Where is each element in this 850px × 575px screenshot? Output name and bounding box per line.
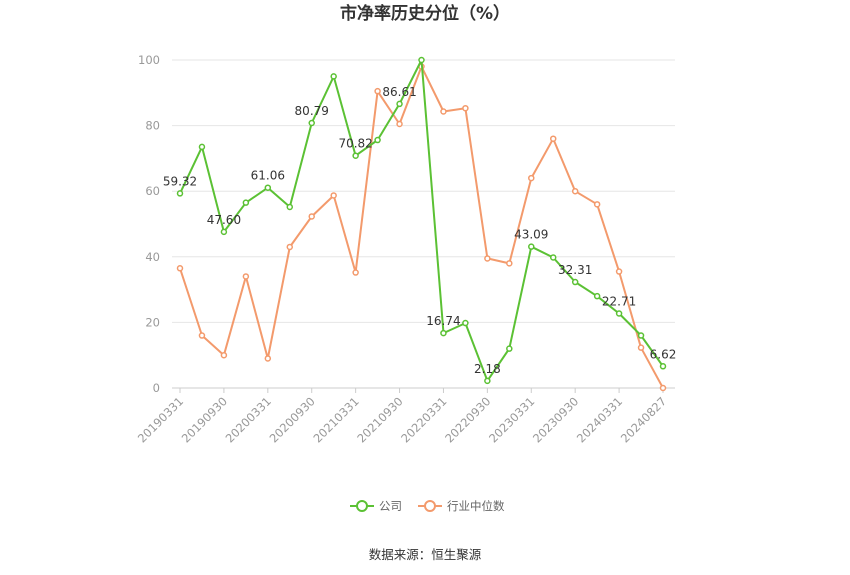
- data-label: 70.82: [338, 137, 372, 151]
- data-point[interactable]: [374, 87, 381, 95]
- data-point[interactable]: [220, 351, 228, 359]
- data-point[interactable]: [549, 254, 557, 261]
- data-point[interactable]: [352, 152, 359, 159]
- data-point[interactable]: [506, 260, 513, 267]
- data-point[interactable]: [659, 384, 667, 392]
- y-tick-label: 20: [145, 315, 160, 329]
- data-point[interactable]: [198, 143, 206, 151]
- source-note: 数据来源：恒生聚源: [369, 547, 482, 562]
- legend-marker: [424, 500, 436, 512]
- series-layer: [176, 56, 667, 392]
- data-point[interactable]: [286, 243, 294, 251]
- data-point[interactable]: [637, 332, 645, 339]
- x-tick-label: 20220930: [442, 394, 493, 445]
- x-tick-label: 20240827: [618, 394, 669, 445]
- data-point[interactable]: [440, 329, 447, 337]
- data-point[interactable]: [396, 120, 403, 128]
- data-point[interactable]: [220, 228, 228, 236]
- x-tick-label: 20210930: [354, 394, 405, 445]
- x-tick-label: 20200331: [223, 394, 274, 445]
- data-point[interactable]: [264, 355, 272, 362]
- x-tick-label: 20200930: [267, 394, 318, 445]
- legend-item-1[interactable]: 行业中位数: [418, 499, 505, 513]
- legend-marker: [356, 500, 368, 512]
- y-tick-label: 40: [145, 250, 160, 264]
- data-label: 80.79: [295, 104, 329, 118]
- y-tick-label: 100: [138, 53, 160, 67]
- x-tick-label: 20190331: [135, 394, 186, 445]
- data-point[interactable]: [484, 377, 491, 385]
- data-point[interactable]: [571, 278, 579, 286]
- data-point[interactable]: [330, 73, 337, 80]
- data-point[interactable]: [242, 199, 250, 206]
- legend-label: 公司: [379, 499, 402, 513]
- data-point[interactable]: [198, 332, 206, 339]
- x-tick-label: 20220331: [398, 394, 449, 445]
- y-tick-label: 60: [145, 184, 160, 198]
- data-label: 32.31: [558, 263, 592, 277]
- series-line-0: [179, 59, 664, 382]
- x-tick-label: 20190930: [179, 394, 230, 445]
- data-label: 47.60: [207, 213, 241, 227]
- data-point[interactable]: [571, 187, 579, 195]
- legend[interactable]: 公司 行业中位数: [350, 499, 505, 513]
- data-point[interactable]: [462, 319, 469, 327]
- y-tick-label: 0: [153, 381, 160, 395]
- data-point[interactable]: [242, 273, 250, 280]
- data-point[interactable]: [528, 174, 535, 182]
- x-tick-label: 20210331: [310, 394, 361, 445]
- data-point[interactable]: [286, 203, 294, 211]
- legend-item-0[interactable]: 公司: [350, 499, 402, 513]
- data-label: 6.62: [650, 347, 677, 361]
- data-point[interactable]: [352, 269, 359, 276]
- data-point[interactable]: [484, 255, 491, 262]
- data-point[interactable]: [308, 119, 315, 127]
- data-point[interactable]: [615, 268, 623, 275]
- data-point[interactable]: [176, 190, 184, 197]
- data-point[interactable]: [176, 265, 184, 272]
- label-layer: 59.32 47.60 61.06 80.79 70.82 86.61 16.74 2.18 4…: [163, 85, 677, 376]
- data-point[interactable]: [374, 136, 381, 144]
- data-label: 2.18: [474, 362, 501, 376]
- data-point[interactable]: [264, 184, 272, 191]
- data-point[interactable]: [637, 344, 645, 351]
- x-tick-label: 20240331: [574, 394, 625, 445]
- data-label: 16.74: [426, 314, 460, 328]
- data-point[interactable]: [615, 310, 623, 317]
- data-point[interactable]: [593, 292, 601, 300]
- data-label: 43.09: [514, 228, 548, 242]
- data-point[interactable]: [462, 104, 469, 112]
- data-point[interactable]: [659, 363, 667, 370]
- data-point[interactable]: [549, 135, 557, 142]
- data-point[interactable]: [440, 108, 447, 115]
- x-tick-label: 20230930: [530, 394, 581, 445]
- y-tick-label: 80: [145, 119, 160, 133]
- data-point[interactable]: [396, 100, 403, 108]
- data-point[interactable]: [330, 192, 337, 199]
- data-point[interactable]: [528, 243, 535, 250]
- data-label: 22.71: [602, 295, 636, 309]
- data-point[interactable]: [593, 201, 601, 208]
- data-point[interactable]: [308, 213, 315, 220]
- data-label: 61.06: [251, 169, 285, 183]
- x-tick-label: 20230331: [486, 394, 537, 445]
- legend-label: 行业中位数: [447, 499, 505, 513]
- data-point[interactable]: [418, 56, 425, 64]
- data-label: 86.61: [382, 85, 416, 99]
- chart-title: 市净率历史分位（%）: [340, 3, 510, 24]
- data-label: 59.32: [163, 174, 197, 188]
- series-line-1: [179, 65, 664, 389]
- data-point[interactable]: [506, 345, 513, 352]
